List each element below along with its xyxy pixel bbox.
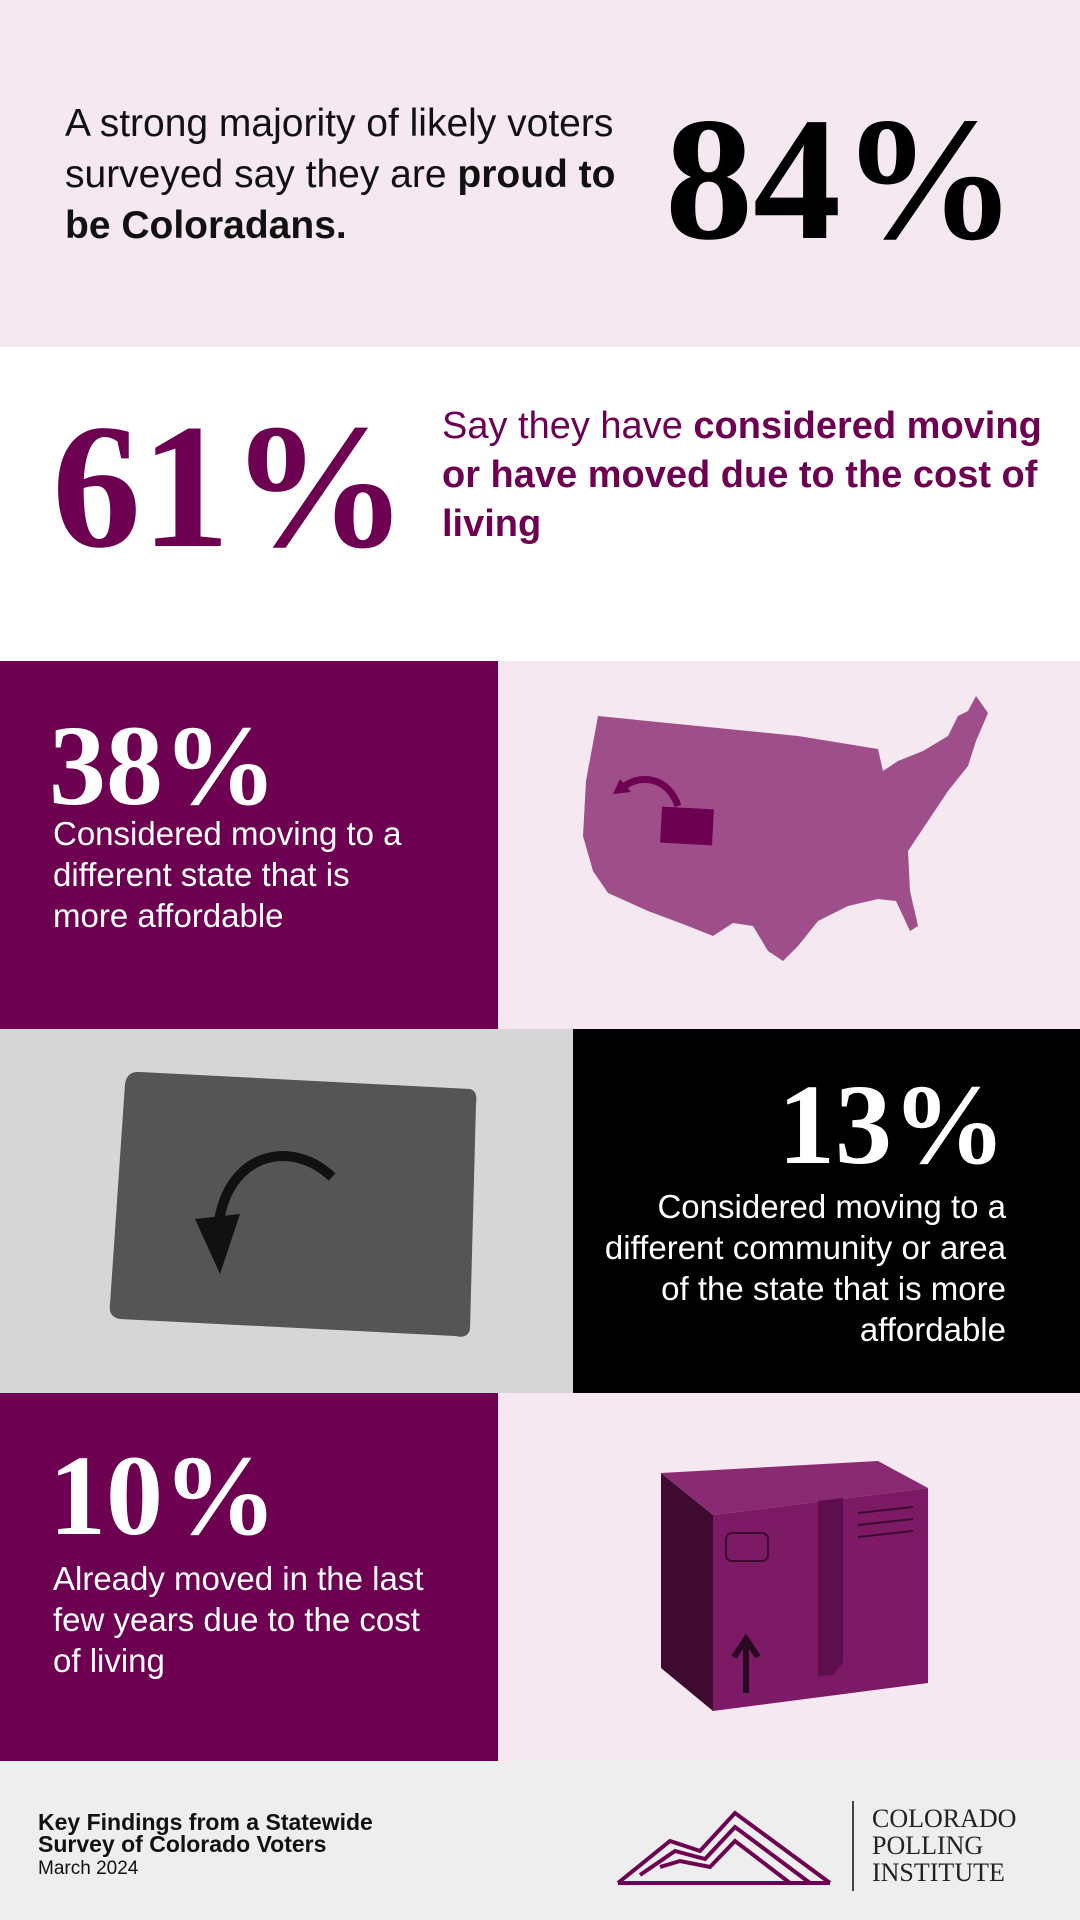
finding-stat: 13% [778,1061,1006,1188]
cost-text: Say they have considered moving or have … [442,402,1077,549]
arrow [213,1151,336,1230]
footer-date: March 2024 [38,1858,139,1879]
finding-text: Considered moving to a different state t… [53,815,402,934]
cost-section: 61% Say they have considered moving or h… [0,347,1080,661]
colorado-panel [0,1029,573,1393]
box-handle [725,1532,769,1562]
box-illustration [661,1461,928,1711]
cost-lead: Say they have [442,405,683,447]
box-panel [498,1393,1080,1761]
logo-line [616,1810,832,1885]
logo-line [659,1838,792,1885]
colorado-illustration [109,1071,477,1337]
finding-text: Considered moving to a different communi… [604,1188,1006,1348]
box-top [661,1461,928,1515]
finding-panel: 13% Considered moving to a different com… [573,1029,1080,1393]
finding-text: Already moved in the last few years due … [53,1560,424,1679]
arrow [698,846,749,885]
logo-line-text: COLORADO [872,1804,1017,1833]
logo-mark [616,1810,832,1885]
box-side [661,1473,713,1711]
logo-text: COLORADO POLLING INSTITUTE [872,1805,1016,1886]
arrow-head [195,1214,240,1274]
finding-panel: 10% Already moved in the last few years … [0,1393,498,1761]
box-arrow [731,1633,761,1693]
us-map-illustration [583,696,988,961]
box-label [857,1506,914,1538]
logo-line-text: POLLING [872,1831,984,1860]
us-map [583,696,988,961]
logo-line-text: INSTITUTE [872,1858,1005,1887]
arrow-head [613,779,631,794]
box-tape [818,1498,843,1676]
map-panel [498,661,1080,1029]
headline-section: A strong majority of likely voters surve… [0,0,1080,347]
headline-lead: A strong majority of likely voters surve… [65,102,614,196]
finding-panel: 38% Considered moving to a different sta… [0,661,498,1029]
finding-stat: 10% [49,1432,277,1559]
cost-stat: 61% [52,387,408,585]
logo-line [638,1824,812,1885]
cost-emphasis: considered moving or have moved due to t… [442,405,1042,545]
footer-title: Key Findings from a Statewide Survey of … [38,1809,373,1857]
colorado-shape [660,806,714,846]
arrow [618,775,682,808]
logo-divider [852,1801,854,1891]
finding-stat: 38% [49,702,277,829]
headline-text: A strong majority of likely voters surve… [65,98,625,251]
footer: Key Findings from a Statewide Survey of … [0,1761,1080,1920]
headline-emphasis: proud to be Coloradans. [65,153,616,247]
headline-stat: 84% [665,82,1017,277]
colorado-shape [109,1071,477,1337]
arrow-head [742,869,756,889]
